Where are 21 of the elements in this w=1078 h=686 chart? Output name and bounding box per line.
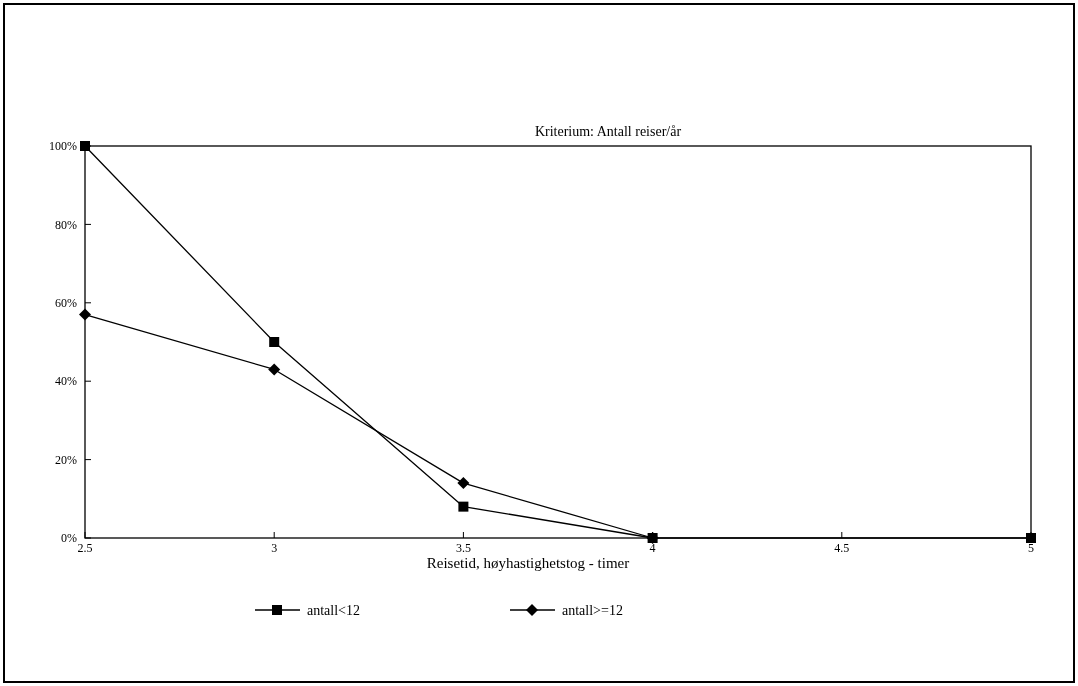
x-tick-label: 4 [649, 541, 656, 555]
legend-label: antall<12 [307, 602, 360, 618]
x-tick-label: 4.5 [834, 541, 850, 555]
legend-label: antall>=12 [562, 602, 623, 618]
x-tick-label: 5 [1028, 541, 1034, 555]
point [458, 501, 469, 512]
point [268, 363, 281, 376]
point [457, 477, 470, 490]
y-tick-label: 60% [55, 296, 77, 310]
x-axis-title: Reisetid, høyhastighetstog - timer [426, 554, 630, 571]
point [79, 308, 91, 321]
x-tick-label: 2.5 [77, 541, 93, 555]
point [269, 337, 280, 347]
y-tick-label: 0% [61, 531, 77, 546]
y-tick-label: 100% [49, 139, 77, 154]
y-tick-label: 40% [55, 374, 77, 389]
x-tick-label: 3.5 [455, 541, 471, 555]
x-tick-label: 3 [271, 541, 278, 555]
chart-title: Kriterium: Antall reiser/år [534, 124, 682, 139]
y-tick-label: 80% [55, 217, 77, 232]
y-tick-label: 20% [55, 452, 77, 467]
